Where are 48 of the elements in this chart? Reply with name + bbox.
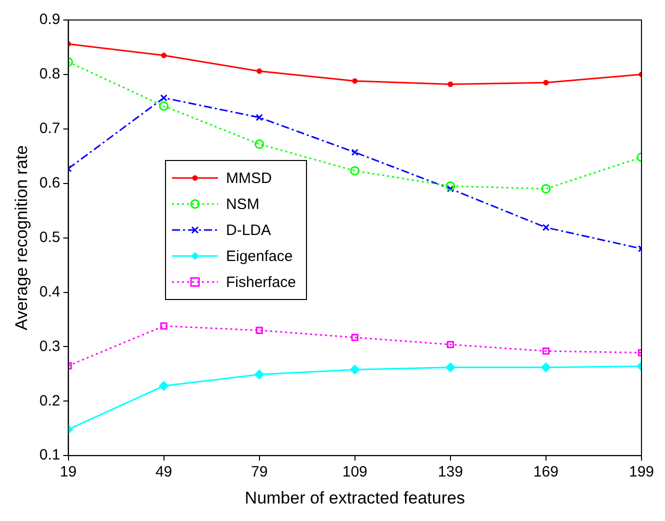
legend-label: Fisherface bbox=[226, 274, 296, 290]
x-tick-label: 49 bbox=[155, 464, 172, 481]
point bbox=[254, 139, 264, 149]
x-tick-label: 109 bbox=[342, 464, 368, 481]
point bbox=[446, 362, 456, 372]
point bbox=[351, 148, 358, 156]
y-tick-label: 0.9 bbox=[39, 11, 60, 28]
point bbox=[159, 381, 169, 391]
x-tick-label: 139 bbox=[438, 464, 463, 481]
y-tick-label: 0.8 bbox=[39, 66, 60, 83]
point bbox=[350, 166, 360, 176]
point bbox=[160, 94, 168, 102]
point bbox=[256, 114, 263, 122]
x-tick-label: 19 bbox=[60, 464, 77, 481]
point bbox=[352, 78, 358, 84]
y-axis-title: Average recognition rate bbox=[12, 145, 31, 330]
point bbox=[446, 185, 454, 192]
point bbox=[160, 322, 168, 330]
y-tick-label: 0.7 bbox=[39, 120, 60, 138]
y-tick-label: 0.1 bbox=[39, 446, 60, 464]
point bbox=[446, 340, 454, 348]
y-tick-label: 0.5 bbox=[39, 228, 60, 246]
point bbox=[543, 80, 549, 86]
point bbox=[541, 362, 551, 372]
y-tick-label: 0.6 bbox=[39, 174, 60, 192]
point bbox=[254, 370, 264, 380]
point bbox=[350, 364, 360, 374]
point bbox=[542, 347, 550, 355]
y-tick-label: 0.2 bbox=[39, 392, 60, 410]
x-tick-label: 199 bbox=[628, 464, 654, 481]
x-tick-label: 79 bbox=[250, 464, 268, 481]
point bbox=[542, 224, 550, 232]
point bbox=[159, 101, 169, 111]
x-tick-label: 169 bbox=[533, 464, 558, 481]
point bbox=[446, 181, 456, 191]
legend-label: NSM bbox=[226, 196, 260, 212]
point bbox=[256, 326, 263, 334]
legend-label: D-LDA bbox=[226, 222, 272, 238]
legend-label: Eigenface bbox=[226, 248, 293, 264]
point bbox=[541, 184, 551, 194]
point bbox=[161, 52, 167, 58]
y-tick-label: 0.3 bbox=[39, 338, 60, 355]
point bbox=[351, 334, 358, 342]
legend-label: MMSD bbox=[226, 170, 272, 186]
point bbox=[448, 82, 454, 87]
x-axis-title: Number of extracted features bbox=[244, 488, 465, 508]
y-tick-label: 0.4 bbox=[39, 283, 60, 300]
point bbox=[256, 68, 262, 74]
